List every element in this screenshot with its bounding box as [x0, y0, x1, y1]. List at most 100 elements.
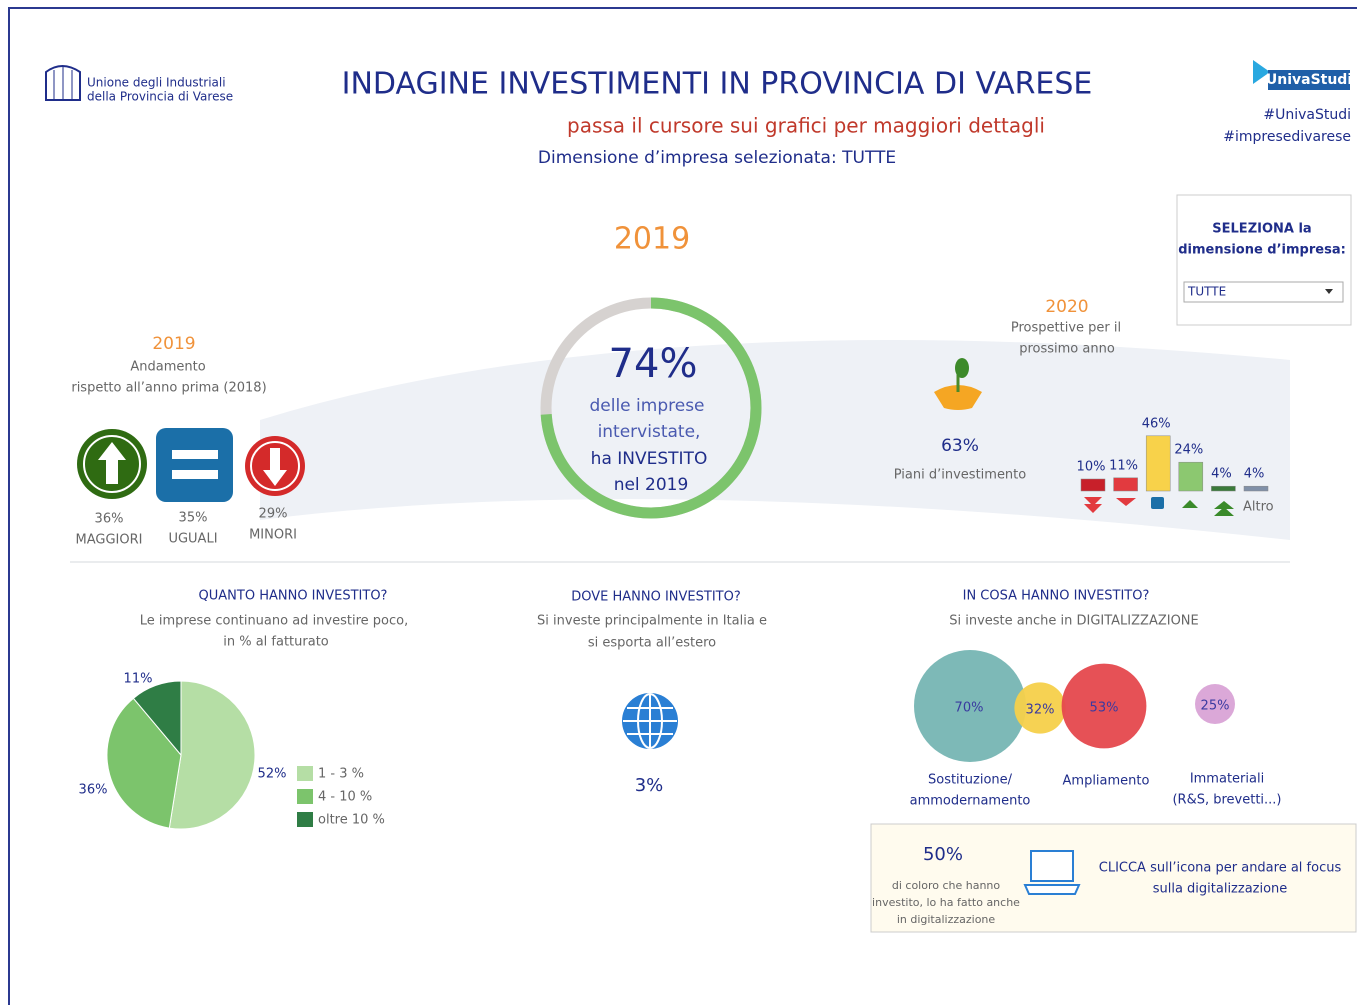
bar-icons	[1084, 497, 1234, 516]
trend-subtitle: Andamento	[130, 360, 205, 375]
invested-text: ha INVESTITO	[591, 449, 708, 469]
bubble-label: 70%	[955, 701, 984, 716]
bar	[1080, 478, 1106, 492]
bubble-label: 53%	[1090, 701, 1119, 716]
bar-label: 46%	[1142, 416, 1171, 431]
trend-label: MAGGIORI	[76, 533, 143, 548]
bubble-category: Immateriali	[1190, 772, 1264, 787]
plan-label: Piani d’investimento	[894, 468, 1027, 483]
trend-value: 36%	[95, 512, 124, 527]
legend-swatch	[297, 766, 313, 781]
pie-label: 36%	[79, 783, 108, 798]
bar-label: 11%	[1109, 458, 1138, 473]
laptop-icon[interactable]	[1023, 850, 1081, 895]
selector-label: dimensione d’impresa:	[1178, 243, 1346, 258]
section-subtitle: si esporta all’estero	[588, 636, 716, 651]
plant-icon	[934, 358, 982, 410]
digital-text: di coloro che hanno	[892, 879, 1001, 892]
icon-equal	[156, 428, 233, 502]
dropdown[interactable]: TUTTE	[1183, 281, 1344, 303]
where-value: 3%	[635, 775, 664, 796]
trend-year: 2019	[152, 334, 195, 354]
invested-text: nel 2019	[614, 475, 689, 495]
outlook-subtitle: prossimo anno	[1019, 342, 1115, 357]
dropdown-box[interactable]	[1183, 281, 1344, 303]
bar-label: 4%	[1211, 467, 1232, 482]
bubble-category: ammodernamento	[910, 794, 1031, 809]
hint: passa il cursore sui grafici per maggior…	[567, 114, 1045, 138]
bubble	[1014, 682, 1066, 734]
digital-value: 50%	[923, 844, 963, 865]
selector-panel	[1176, 194, 1352, 326]
section-subtitle: Si investe principalmente in Italia e	[537, 614, 767, 629]
background-band	[260, 340, 1290, 540]
section-subtitle: Si investe anche in DIGITALIZZAZIONE	[949, 614, 1199, 629]
pie-slice	[106, 697, 182, 829]
bar-label: 24%	[1174, 443, 1203, 458]
digital-cta[interactable]: sulla digitalizzazione	[1153, 882, 1288, 897]
logo-text: della Provincia di Varese	[87, 90, 233, 104]
section-subtitle: in % al fatturato	[223, 635, 329, 650]
tag: #impresedivarese	[1223, 129, 1351, 145]
pie-label: 11%	[124, 672, 153, 687]
digital-text: investito, lo ha fatto anche	[872, 896, 1020, 909]
bar-label: 4%	[1244, 467, 1265, 482]
bubble-category: (R&S, brevetti...)	[1172, 793, 1281, 808]
invested-value: 74%	[609, 341, 698, 387]
title: INDAGINE INVESTIMENTI IN PROVINCIA DI VA…	[342, 67, 1093, 102]
brand: UnivaStudi	[1266, 72, 1352, 88]
pie-slice	[168, 680, 256, 830]
ring-value	[540, 297, 762, 519]
legend-label: oltre 10 %	[318, 813, 385, 828]
trend-value: 35%	[179, 511, 208, 526]
trend-label: MINORI	[249, 528, 297, 543]
legend-label: 1 - 3 %	[318, 767, 364, 782]
icon-down	[245, 436, 305, 496]
trend-label: UGUALI	[168, 532, 217, 547]
bar	[1178, 461, 1204, 492]
icon-up	[77, 429, 147, 499]
globe-icon	[622, 693, 678, 749]
section-title: IN COSA HANNO INVESTITO?	[963, 589, 1150, 604]
pie-label: 52%	[258, 767, 287, 782]
bar-label: 10%	[1077, 460, 1106, 475]
tag: #UnivaStudi	[1263, 107, 1351, 123]
outlook-year: 2020	[1045, 297, 1088, 317]
bar	[1113, 477, 1138, 492]
dropdown-arrow[interactable]	[1325, 289, 1333, 294]
bar	[1145, 435, 1171, 492]
section-title: DOVE HANNO INVESTITO?	[571, 590, 741, 605]
other-label: Altro	[1243, 500, 1274, 515]
invested-year: 2019	[614, 222, 690, 257]
dropdown-value[interactable]: TUTTE	[1187, 285, 1226, 299]
legend-label: 4 - 10 %	[318, 790, 372, 805]
section-subtitle: Le imprese continuano ad investire poco,	[140, 614, 408, 629]
brand-box	[1268, 70, 1350, 90]
legend-swatch	[297, 812, 313, 827]
bubble	[914, 650, 1026, 762]
bubble-category: Sostituzione/	[928, 773, 1013, 788]
logo-text: Unione degli Industriali	[87, 76, 226, 90]
digital-text: in digitalizzazione	[897, 913, 996, 926]
outlook-subtitle: Prospettive per il	[1011, 321, 1121, 336]
selection: Dimensione d’impresa selezionata: TUTTE	[538, 148, 896, 168]
section-title: QUANTO HANNO INVESTITO?	[199, 589, 388, 604]
selector-label: SELEZIONA la	[1212, 222, 1311, 237]
bar	[1211, 485, 1236, 492]
brand-icon	[1253, 60, 1270, 84]
invested-text: delle imprese	[589, 396, 704, 416]
legend-swatch	[297, 789, 313, 804]
trend-subtitle: rispetto all’anno prima (2018)	[71, 381, 266, 396]
digital-cta[interactable]: CLICCA sull’icona per andare al focus	[1099, 861, 1342, 876]
bubble-label: 25%	[1201, 699, 1230, 714]
trend-value: 29%	[259, 507, 288, 522]
bar	[1243, 485, 1269, 492]
bubble-category: Ampliamento	[1063, 774, 1150, 789]
bubble	[1195, 684, 1235, 724]
plan-value: 63%	[941, 436, 979, 456]
bubble	[1061, 663, 1147, 749]
pie-slice	[132, 680, 182, 757]
digital-panel	[870, 823, 1357, 933]
bubble-label: 32%	[1026, 703, 1055, 718]
